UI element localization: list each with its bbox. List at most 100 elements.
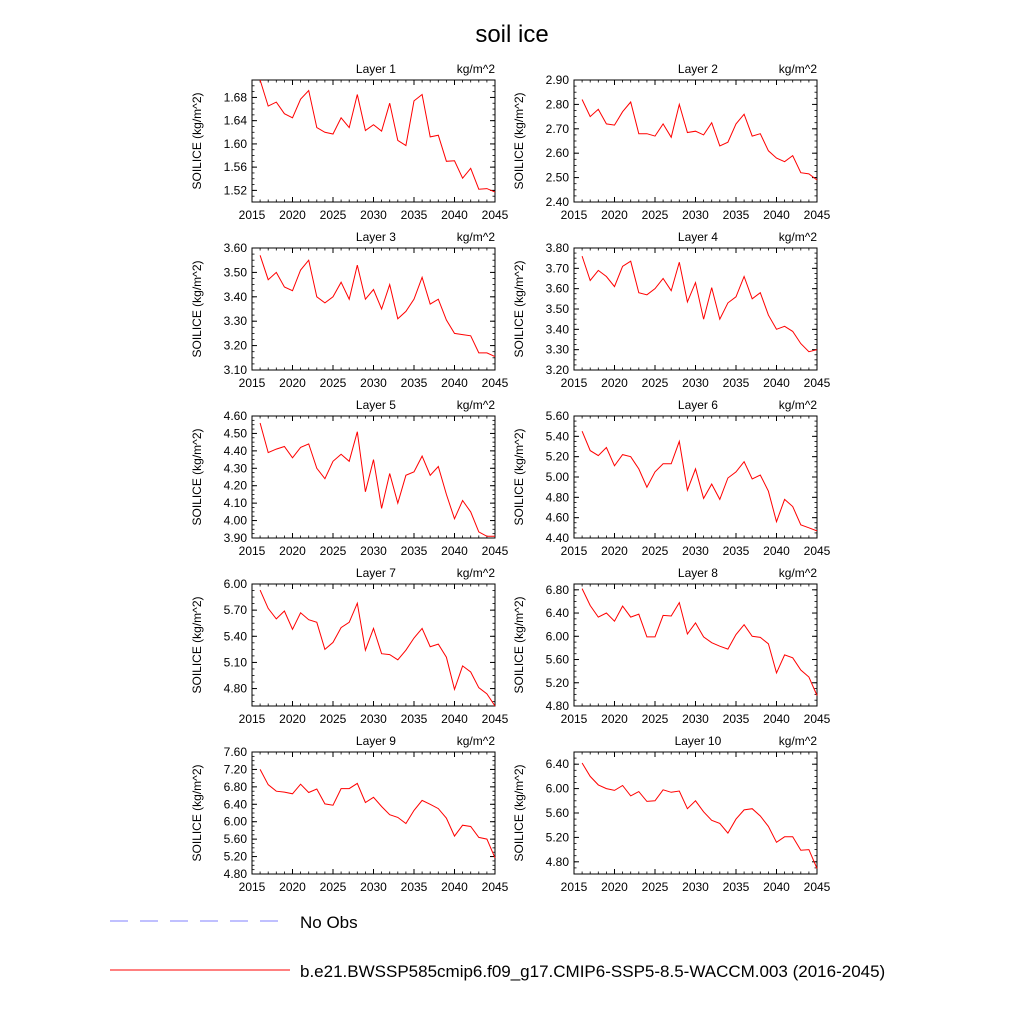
chart-7-x-tick-label: 2040 [441, 712, 468, 726]
chart-8-y-tick-label: 4.80 [546, 699, 570, 713]
chart-5-y-tick-label: 4.10 [224, 496, 248, 510]
chart-4-x-tick-label: 2025 [642, 376, 669, 390]
chart-4-x-tick-label: 2030 [682, 376, 709, 390]
chart-10-x-tick-label: 2035 [723, 880, 750, 894]
chart-6-y-tick-label: 5.20 [546, 450, 570, 464]
chart-1-plot-frame [251, 79, 496, 203]
chart-8-y-tick-label: 5.60 [546, 653, 570, 667]
chart-2-y-tick-label: 2.60 [546, 146, 570, 160]
chart-10-x-tick-label: 2015 [561, 880, 588, 894]
chart-10-x-tick-label: 2025 [642, 880, 669, 894]
chart-9-y-tick-label: 5.60 [224, 832, 248, 846]
chart-5-x-tick-label: 2035 [401, 544, 428, 558]
chart-7-title: Layer 7 [356, 566, 396, 580]
chart-9-y-tick-label: 4.80 [224, 867, 248, 881]
chart-5-title: Layer 5 [356, 398, 396, 412]
chart-3: 2015 2020 2025 2030 2035 2040 2045 3.10 3.20 3.30… [190, 230, 509, 390]
chart-7-x-tick-label: 2035 [401, 712, 428, 726]
chart-3-y-tick-label: 3.10 [224, 363, 248, 377]
chart-6-y-axis-label: SOILICE (kg/m^2) [512, 429, 526, 526]
chart-1-x-tick-label: 2025 [320, 208, 347, 222]
chart-9-y-tick-label: 6.40 [224, 797, 248, 811]
chart-9-x-tick-label: 2040 [441, 880, 468, 894]
chart-6-x-tick-label: 2025 [642, 544, 669, 558]
chart-1-x-tick-label: 2020 [279, 208, 306, 222]
chart-6-x-tick-label: 2045 [804, 544, 831, 558]
chart-9-x-tick-label: 2035 [401, 880, 428, 894]
chart-5: 2015 2020 2025 2030 2035 2040 2045 3.90 4.00 4.10… [190, 398, 509, 558]
chart-9-title: Layer 9 [356, 734, 396, 748]
chart-4-x-tick-label: 2020 [601, 376, 628, 390]
chart-1-title: Layer 1 [356, 62, 396, 76]
chart-9-y-axis-label: SOILICE (kg/m^2) [190, 765, 204, 862]
chart-4-series-line [581, 255, 818, 353]
chart-6-plot-frame [573, 415, 818, 539]
chart-7-x-tick-label: 2020 [279, 712, 306, 726]
chart-7-x-tick-label: 2045 [482, 712, 509, 726]
chart-7-x-tick-label: 2025 [320, 712, 347, 726]
chart-7-y-axis-label: SOILICE (kg/m^2) [190, 597, 204, 694]
chart-5-x-tick-label: 2040 [441, 544, 468, 558]
chart-6-series-line [581, 431, 818, 532]
chart-10-y-axis-label: SOILICE (kg/m^2) [512, 765, 526, 862]
chart-7-y-tick-label: 4.80 [224, 682, 248, 696]
chart-3-x-tick-label: 2015 [239, 376, 266, 390]
chart-5-y-tick-label: 4.40 [224, 444, 248, 458]
chart-1-y-tick-label: 1.56 [224, 160, 248, 174]
chart-2-y-axis-label: SOILICE (kg/m^2) [512, 93, 526, 190]
chart-1-y-tick-label: 1.52 [224, 183, 248, 197]
chart-7-y-tick-label: 5.10 [224, 655, 248, 669]
chart-2-units: kg/m^2 [779, 62, 818, 76]
chart-7-units: kg/m^2 [457, 566, 496, 580]
chart-3-units: kg/m^2 [457, 230, 496, 244]
chart-8-x-tick-label: 2035 [723, 712, 750, 726]
chart-1-y-axis-label: SOILICE (kg/m^2) [190, 93, 204, 190]
chart-4-title: Layer 4 [678, 230, 718, 244]
chart-1-series-line [259, 79, 496, 193]
chart-6-title: Layer 6 [678, 398, 718, 412]
chart-8-x-tick-label: 2020 [601, 712, 628, 726]
chart-10-plot-frame [573, 751, 818, 875]
chart-2-x-tick-label: 2035 [723, 208, 750, 222]
chart-8-y-tick-label: 6.80 [546, 583, 570, 597]
chart-6-y-tick-label: 4.60 [546, 511, 570, 525]
chart-2-title: Layer 2 [678, 62, 718, 76]
chart-10-title: Layer 10 [675, 734, 722, 748]
legend-no-obs-label: No Obs [300, 913, 358, 932]
chart-6-y-tick-label: 5.60 [546, 409, 570, 423]
chart-10-y-tick-label: 5.60 [546, 806, 570, 820]
chart-9-x-tick-label: 2015 [239, 880, 266, 894]
chart-6-x-tick-label: 2020 [601, 544, 628, 558]
chart-8-plot-frame [573, 583, 818, 707]
chart-8-y-axis-label: SOILICE (kg/m^2) [512, 597, 526, 694]
chart-4-y-tick-label: 3.40 [546, 322, 570, 336]
chart-2-x-tick-label: 2040 [763, 208, 790, 222]
chart-3-plot-frame [251, 247, 496, 371]
chart-8: 2015 2020 2025 2030 2035 2040 2045 4.80 5.20 5.60… [512, 566, 831, 726]
chart-9-plot-frame [251, 751, 496, 875]
chart-3-y-tick-label: 3.60 [224, 241, 248, 255]
chart-7-y-tick-label: 5.40 [224, 629, 248, 643]
chart-1: 2015 2020 2025 2030 2035 2040 2045 1.52 1.56 1.60… [190, 62, 509, 222]
chart-9-y-tick-label: 7.60 [224, 745, 248, 759]
chart-7-x-tick-label: 2030 [360, 712, 387, 726]
chart-5-x-tick-label: 2025 [320, 544, 347, 558]
chart-1-x-tick-label: 2045 [482, 208, 509, 222]
chart-6-x-tick-label: 2015 [561, 544, 588, 558]
chart-7: 2015 2020 2025 2030 2035 2040 2045 4.80 5.10 5.40… [190, 566, 509, 726]
chart-10-x-tick-label: 2040 [763, 880, 790, 894]
chart-10: 2015 2020 2025 2030 2035 2040 2045 4.80 5.20 5.60… [512, 734, 831, 894]
chart-2-x-tick-label: 2025 [642, 208, 669, 222]
chart-5-x-tick-label: 2045 [482, 544, 509, 558]
chart-9-x-tick-label: 2045 [482, 880, 509, 894]
chart-8-x-tick-label: 2040 [763, 712, 790, 726]
chart-1-y-tick-label: 1.64 [224, 114, 248, 128]
chart-5-y-tick-label: 4.20 [224, 479, 248, 493]
chart-3-x-tick-label: 2030 [360, 376, 387, 390]
chart-6-y-tick-label: 5.00 [546, 470, 570, 484]
chart-8-y-tick-label: 5.20 [546, 676, 570, 690]
chart-3-y-tick-label: 3.50 [224, 265, 248, 279]
chart-3-series-line [259, 255, 496, 358]
chart-8-x-tick-label: 2045 [804, 712, 831, 726]
